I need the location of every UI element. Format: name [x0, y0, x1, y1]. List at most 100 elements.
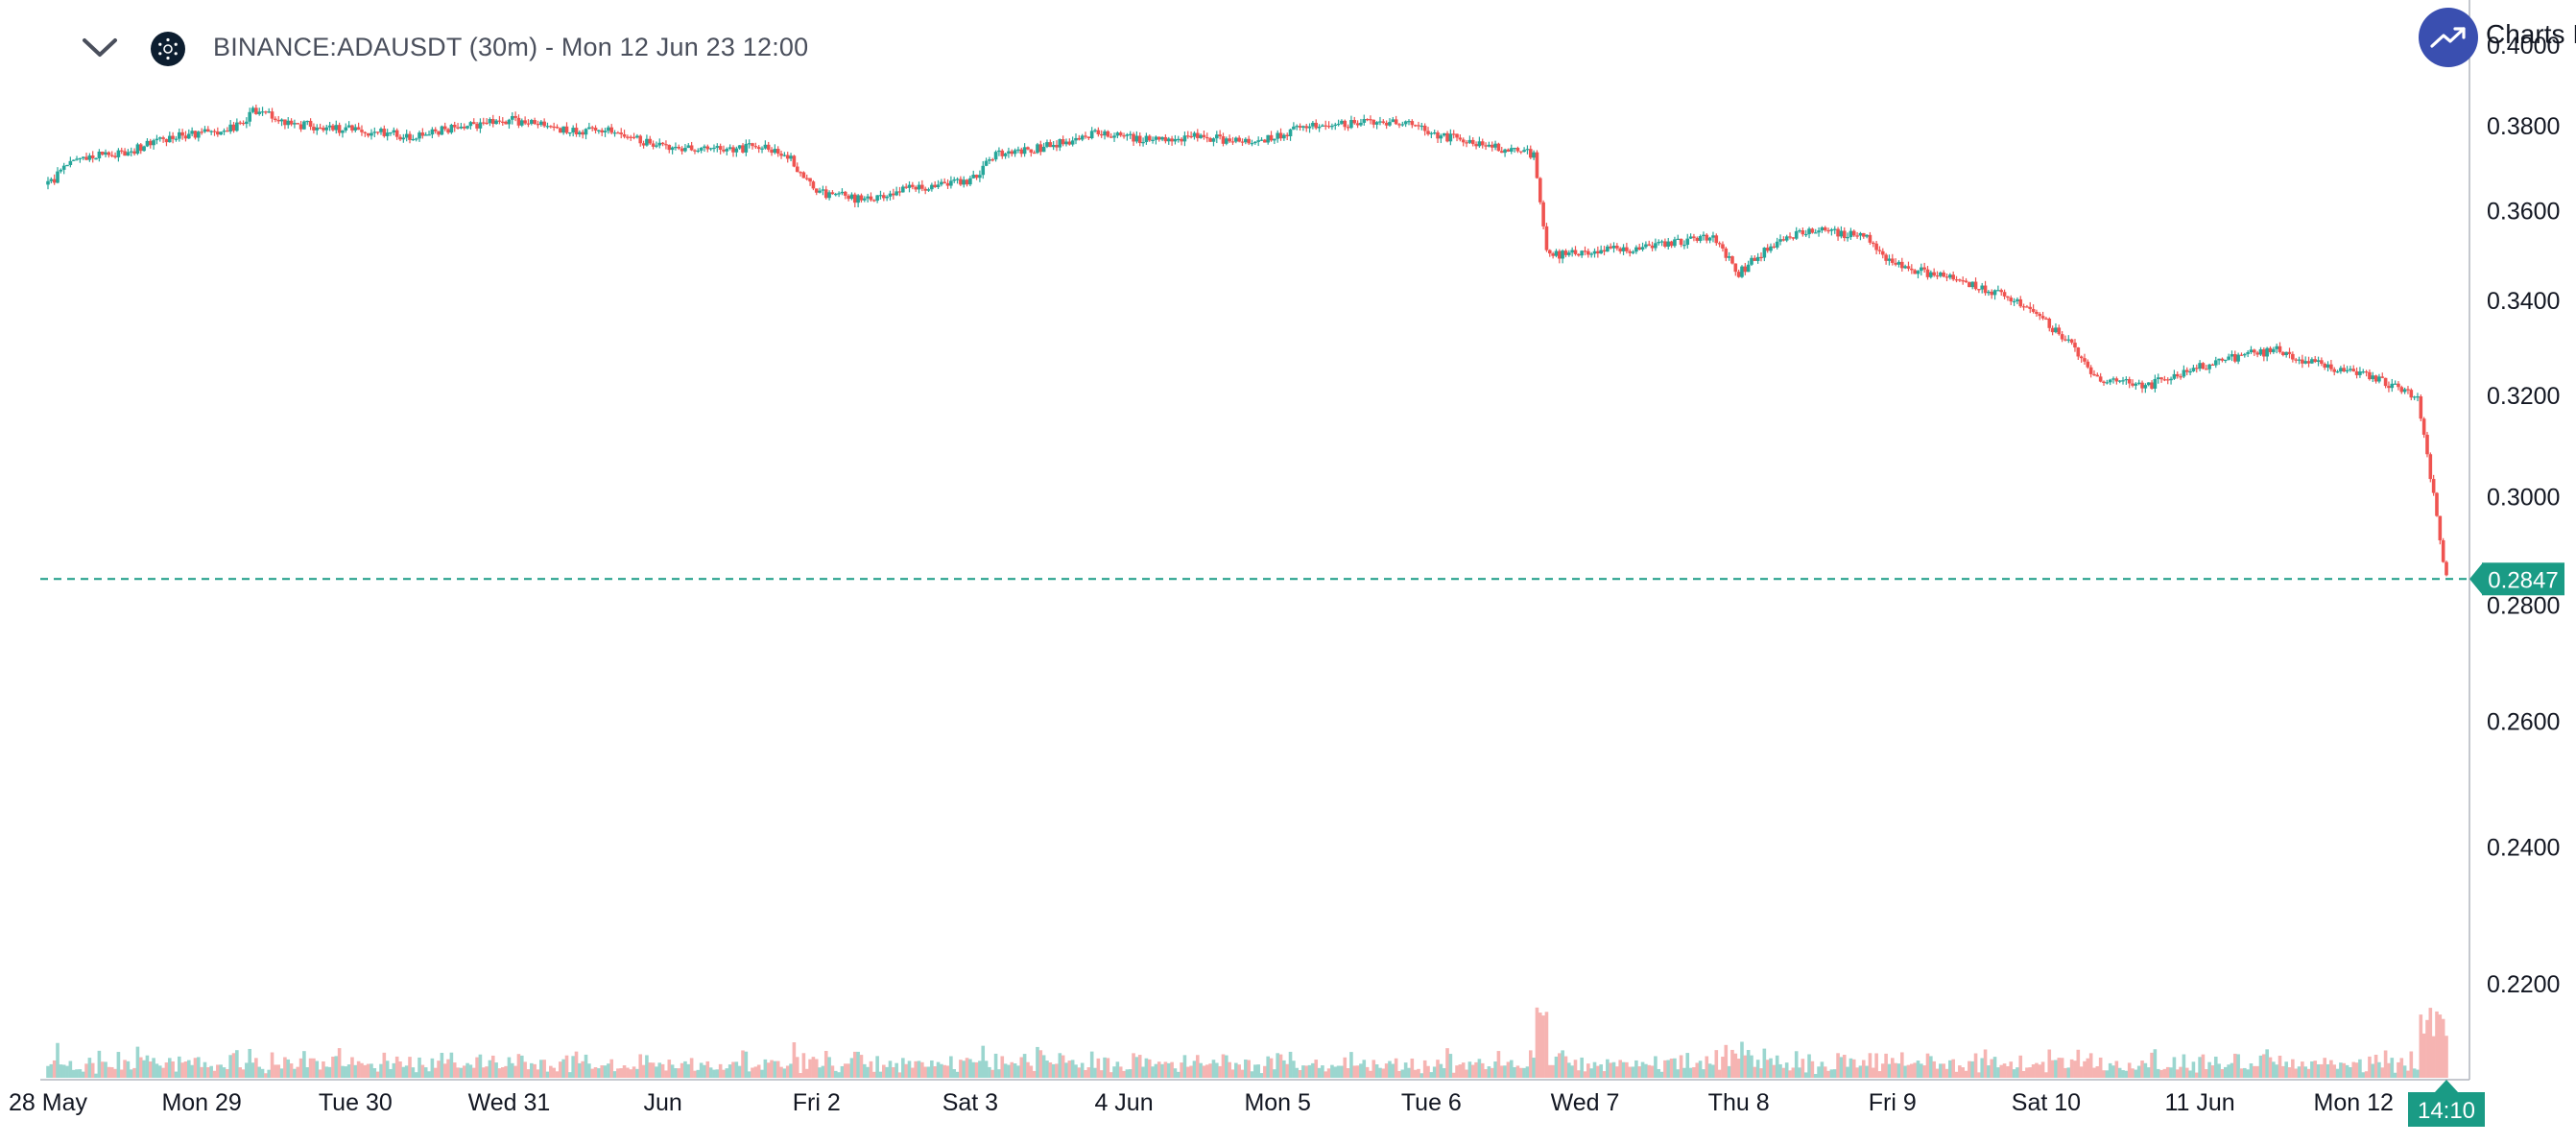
collapse-button[interactable] [79, 31, 121, 65]
volume-bar [442, 1063, 447, 1078]
volume-bar [2368, 1056, 2372, 1078]
volume-bar [1944, 1068, 1949, 1078]
volume-bar [2232, 1053, 2237, 1078]
candle-body [1570, 250, 1574, 253]
volume-bar [779, 1066, 783, 1078]
candle-body [1733, 263, 1738, 273]
candle-body [180, 131, 184, 136]
candle-body [1836, 228, 1840, 237]
volume-bar [481, 1067, 486, 1078]
cardano-logo-icon [151, 32, 185, 66]
volume-bar [485, 1066, 489, 1078]
candle-body [593, 128, 598, 131]
candle-body [1618, 248, 1622, 251]
volume-bar [1599, 1064, 1603, 1078]
candle-body [590, 127, 594, 129]
volume-bar [478, 1054, 483, 1078]
candle-body [1820, 226, 1825, 231]
volume-bar [1384, 1063, 1389, 1078]
candle-body [2445, 561, 2448, 576]
candle-body [952, 179, 957, 181]
volume-bar [555, 1071, 560, 1078]
volume-bar [1625, 1061, 1629, 1078]
candle-body [2095, 374, 2100, 377]
volume-bar [1861, 1060, 1866, 1078]
volume-bar [1093, 1067, 1097, 1078]
candle-body [1503, 149, 1507, 154]
volume-bar [901, 1058, 905, 1078]
volume-bar [385, 1061, 390, 1078]
candle-body [171, 135, 175, 139]
candle-body [2035, 311, 2039, 315]
volume-bar [119, 1069, 124, 1078]
candle-body [1195, 132, 1200, 138]
volume-bar [1509, 1060, 1514, 1078]
volume-bar [279, 1068, 284, 1078]
candle-body [1778, 239, 1782, 242]
candle-body [1929, 272, 1933, 277]
volume-bar [289, 1063, 294, 1078]
candle-body [71, 159, 76, 161]
candle-body [2207, 364, 2211, 369]
volume-bar [245, 1062, 249, 1078]
volume-bar [674, 1068, 678, 1078]
candle-body [2246, 351, 2250, 354]
candle-body [1202, 134, 1206, 137]
volume-bar [1026, 1061, 1030, 1078]
candle-body [1022, 147, 1027, 155]
volume-bar [516, 1054, 521, 1078]
volume-bar [1820, 1061, 1825, 1078]
volume-bar [1666, 1060, 1671, 1078]
volume-bar [187, 1060, 191, 1078]
candle-body [2383, 377, 2388, 387]
brand-badge[interactable] [2419, 8, 2478, 67]
candle-body [375, 131, 380, 133]
candle-body [536, 124, 540, 126]
volume-bar [1221, 1054, 1226, 1078]
volume-bar [1038, 1050, 1043, 1078]
volume-bar [283, 1057, 287, 1078]
volume-bar [1990, 1059, 1994, 1078]
candle-body [1218, 134, 1222, 137]
candle-body [1407, 121, 1411, 123]
candle-body [485, 122, 489, 125]
volume-bar [2124, 1070, 2129, 1078]
volume-bar [1987, 1065, 1991, 1078]
candle-body [2040, 316, 2045, 319]
candle-body [2201, 363, 2206, 369]
candle-body [1522, 150, 1526, 153]
volume-bar [341, 1065, 345, 1078]
volume-bar [356, 1061, 361, 1078]
volume-bar [126, 1061, 131, 1078]
volume-bar [1010, 1061, 1014, 1078]
volume-bar [270, 1052, 274, 1078]
candle-body [892, 193, 895, 196]
candle-body [1490, 144, 1494, 148]
candle-body [2412, 396, 2417, 398]
candle-body [2009, 298, 2014, 302]
candle-body [2253, 349, 2256, 353]
volume-bar [360, 1062, 364, 1078]
candle-body [1628, 250, 1633, 253]
volume-bar [1968, 1061, 1971, 1078]
candle-body [2159, 377, 2163, 380]
volume-bar [734, 1061, 739, 1078]
volume-bar [888, 1061, 893, 1078]
volume-bar [1467, 1061, 1472, 1078]
volume-bar [216, 1064, 220, 1078]
candle-body [312, 127, 316, 131]
candle-body [1189, 135, 1193, 138]
candle-body [148, 140, 153, 146]
volume-bar [917, 1061, 921, 1078]
candle-body [1333, 124, 1338, 127]
volume-bar [174, 1071, 179, 1078]
volume-bar [1621, 1061, 1626, 1078]
candle-body [1036, 144, 1039, 154]
candle-body [145, 140, 150, 147]
volume-bar [1884, 1053, 1888, 1078]
candle-body [250, 107, 255, 112]
candle-body [779, 154, 783, 156]
volume-bar [715, 1069, 720, 1078]
candle-body [459, 126, 464, 129]
